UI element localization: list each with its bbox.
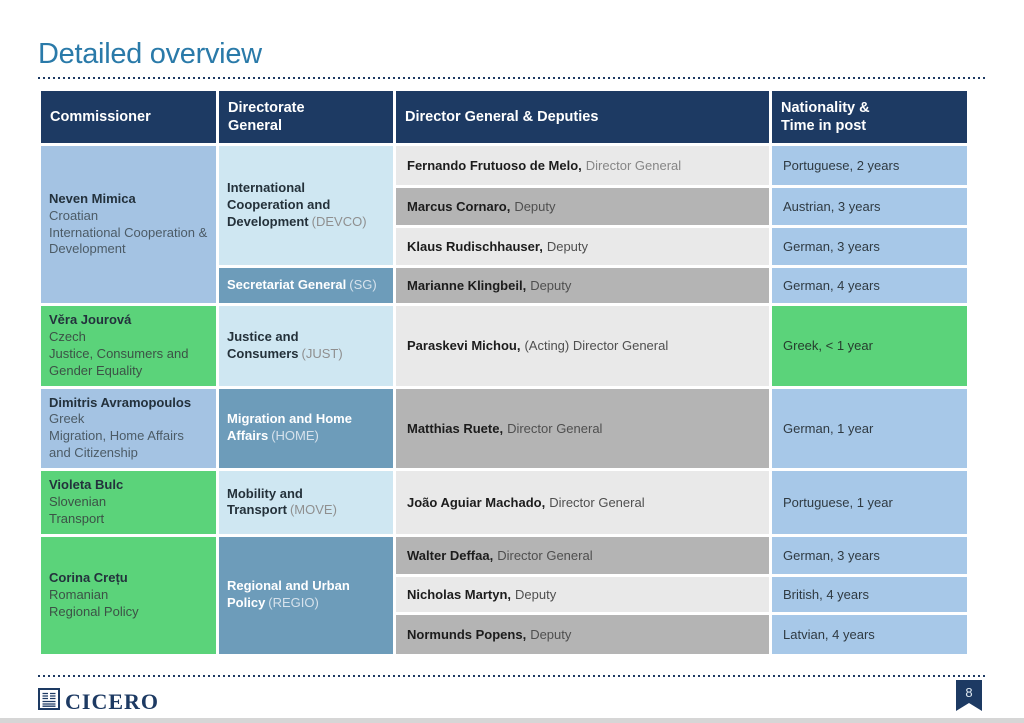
official-name: Marianne Klingbeil, bbox=[407, 278, 527, 293]
directorate-cell-just: Justice and Consumers (JUST) bbox=[219, 306, 393, 386]
official-role: (Acting) Director General bbox=[524, 338, 669, 354]
header-nationality-time: Nationality & Time in post bbox=[772, 91, 967, 143]
nationality-cell: Portuguese, 2 years bbox=[772, 146, 967, 185]
directorate-title: Justice and Consumers bbox=[227, 328, 299, 361]
directorate-cell-sg: Secretariat General (SG) bbox=[219, 268, 393, 303]
official-role: Deputy bbox=[530, 278, 572, 293]
official-role: Deputy bbox=[515, 586, 557, 602]
nationality-cell: German, 3 years bbox=[772, 228, 967, 265]
cicero-logo: CICERO bbox=[38, 688, 159, 715]
slide-bottom-edge bbox=[0, 718, 1024, 723]
official-role: Director General bbox=[585, 158, 682, 173]
table-row: Corina Crețu Romanian Regional Policy Re… bbox=[41, 536, 967, 654]
footer-divider bbox=[38, 675, 986, 677]
commissioner-details: Greek Migration, Home Affairs and Citize… bbox=[49, 411, 184, 461]
commissioner-name: Věra Jourová bbox=[49, 312, 132, 327]
table-row: Violeta Bulc Slovenian Transport Mobilit… bbox=[41, 471, 967, 534]
official-name: Nicholas Martyn, bbox=[407, 586, 512, 602]
directorate-cell-regio: Regional and Urban Policy (REGIO) bbox=[219, 536, 393, 654]
official-name: Fernando Frutuoso de Melo, bbox=[407, 158, 582, 173]
cicero-ornament-icon bbox=[38, 688, 60, 715]
header-director-general-deputies: Director General & Deputies bbox=[396, 91, 769, 143]
official-cell: Walter Deffaa, Director General bbox=[396, 536, 769, 574]
official-name: Normunds Popens, bbox=[407, 626, 527, 642]
nationality-cell: Latvian, 4 years bbox=[772, 614, 967, 654]
official-cell: Fernando Frutuoso de Melo, Director Gener… bbox=[396, 146, 769, 185]
directorate-acronym: (HOME) bbox=[271, 428, 319, 444]
table-row: Secretariat General (SG) Marianne Klingbe… bbox=[41, 268, 967, 303]
table-header-row: Commissioner Directorate General Directo… bbox=[41, 91, 967, 143]
official-role: Director General bbox=[497, 547, 593, 563]
official-cell: João Aguiar Machado, Director General bbox=[396, 471, 769, 534]
directorate-acronym: (DEVCO) bbox=[311, 213, 367, 229]
table-row: Věra Jourová Czech Justice, Consumers an… bbox=[41, 306, 967, 386]
nationality-cell: British, 4 years bbox=[772, 576, 967, 612]
directorate-cell-move: Mobility and Transport (MOVE) bbox=[219, 471, 393, 534]
commissioner-details: Croatian International Cooperation & Dev… bbox=[49, 207, 208, 257]
overview-table: Commissioner Directorate General Directo… bbox=[38, 88, 970, 657]
commissioner-cell-avramopoulos: Dimitris Avramopoulos Greek Migration, H… bbox=[41, 388, 216, 469]
table-row: Nicholas Martyn, Deputy British, 4 years bbox=[41, 576, 967, 612]
table-row: Klaus Rudischhauser, Deputy German, 3 yea… bbox=[41, 228, 967, 265]
page-number-badge: 8 bbox=[956, 680, 982, 711]
table-row: Marcus Cornaro, Deputy Austrian, 3 years bbox=[41, 188, 967, 225]
directorate-acronym: (MOVE) bbox=[289, 502, 337, 518]
directorate-cell-home: Migration and Home Affairs (HOME) bbox=[219, 388, 393, 469]
nationality-cell: German, 4 years bbox=[772, 268, 967, 303]
commissioner-cell-mimica: Neven Mimica Croatian International Coop… bbox=[41, 146, 216, 303]
official-role: Deputy bbox=[530, 626, 572, 642]
table-row: Neven Mimica Croatian International Coop… bbox=[41, 146, 967, 303]
commissioner-cell-bulc: Violeta Bulc Slovenian Transport bbox=[41, 471, 216, 534]
directorate-acronym: (JUST) bbox=[301, 345, 343, 361]
official-name: Matthias Ruete, bbox=[407, 420, 504, 436]
official-role: Director General bbox=[507, 420, 603, 436]
official-name: Klaus Rudischhauser, bbox=[407, 239, 543, 254]
commissioner-name: Dimitris Avramopoulos bbox=[49, 394, 192, 410]
header-directorate-general: Directorate General bbox=[219, 91, 393, 143]
official-cell: Normunds Popens, Deputy bbox=[396, 614, 769, 654]
table-row: Dimitris Avramopoulos Greek Migration, H… bbox=[41, 388, 967, 469]
commissioner-cell-cretu: Corina Crețu Romanian Regional Policy bbox=[41, 536, 216, 654]
directorate-title: Regional and Urban Policy bbox=[227, 578, 350, 611]
official-cell: Marcus Cornaro, Deputy bbox=[396, 188, 769, 225]
commissioner-cell-jourova: Věra Jourová Czech Justice, Consumers an… bbox=[41, 306, 216, 386]
commissioner-details: Czech Justice, Consumers and Gender Equa… bbox=[49, 328, 189, 378]
directorate-title: Migration and Home Affairs bbox=[227, 411, 352, 444]
commissioner-name: Violeta Bulc bbox=[49, 477, 124, 493]
official-role: Deputy bbox=[546, 239, 589, 254]
directorate-title: Mobility and Transport bbox=[227, 485, 303, 518]
official-cell: Paraskevi Michou, (Acting) Director Gener… bbox=[396, 306, 769, 386]
title-divider bbox=[38, 77, 986, 79]
commissioner-name: Corina Crețu bbox=[49, 569, 128, 585]
nationality-cell: Austrian, 3 years bbox=[772, 188, 967, 225]
official-cell: Nicholas Martyn, Deputy bbox=[396, 576, 769, 612]
cicero-wordmark: CICERO bbox=[65, 688, 160, 714]
commissioner-details: Romanian Regional Policy bbox=[49, 586, 139, 619]
official-role: Deputy bbox=[514, 199, 556, 214]
official-name: Paraskevi Michou, bbox=[407, 338, 521, 354]
directorate-acronym: (REGIO) bbox=[268, 595, 319, 611]
official-name: Marcus Cornaro, bbox=[407, 199, 511, 214]
table-row: Normunds Popens, Deputy Latvian, 4 years bbox=[41, 614, 967, 654]
page-title: Detailed overview bbox=[38, 38, 262, 70]
official-cell: Matthias Ruete, Director General bbox=[396, 388, 769, 469]
official-name: João Aguiar Machado, bbox=[407, 494, 546, 510]
nationality-cell: German, 3 years bbox=[772, 536, 967, 574]
official-name: Walter Deffaa, bbox=[407, 547, 494, 563]
nationality-cell: Portuguese, 1 year bbox=[772, 471, 967, 534]
official-cell: Marianne Klingbeil, Deputy bbox=[396, 268, 769, 303]
directorate-title: Secretariat General bbox=[227, 277, 347, 293]
official-cell: Klaus Rudischhauser, Deputy bbox=[396, 228, 769, 265]
commissioner-details: Slovenian Transport bbox=[49, 494, 107, 526]
nationality-cell: Greek, < 1 year bbox=[772, 306, 967, 386]
directorate-cell-devco: International Cooperation and Developmen… bbox=[219, 146, 393, 265]
header-commissioner: Commissioner bbox=[41, 91, 216, 143]
commissioner-name: Neven Mimica bbox=[49, 190, 136, 206]
directorate-title: International Cooperation and Developmen… bbox=[227, 180, 331, 229]
official-role: Director General bbox=[549, 494, 645, 510]
directorate-acronym: (SG) bbox=[349, 277, 377, 293]
nationality-cell: German, 1 year bbox=[772, 388, 967, 469]
